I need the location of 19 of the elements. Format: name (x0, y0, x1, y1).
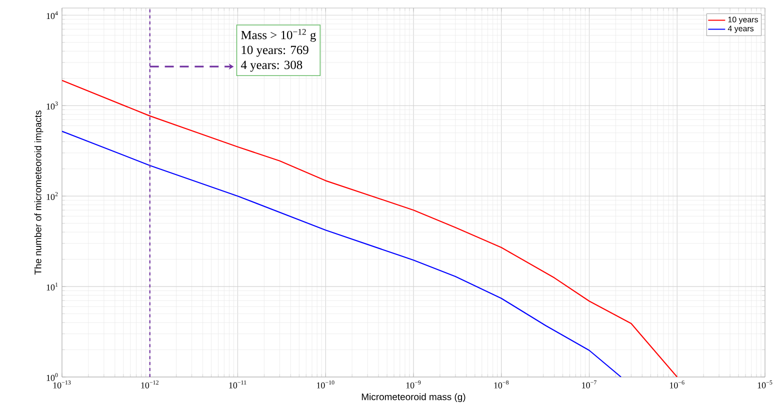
x-tick-label: 10$^{−11}$ (229, 380, 246, 388)
y-tick-label: 10$^{4}$ (46, 11, 58, 20)
annotation: Mass > 10$^{−12}$ g (241, 28, 316, 42)
x-tick-label: 10$^{−8}$ (494, 380, 509, 388)
x-tick-label: 10$^{−13}$ (53, 380, 71, 388)
x-axis-title: Micrometeoroid mass (g) (362, 393, 466, 402)
x-tick-label: 10$^{−9}$ (406, 380, 421, 388)
annotation: 10 years: 769 (242, 46, 308, 57)
x-tick-label: 10$^{−7}$ (582, 380, 596, 388)
x-tick-label: 10$^{−5}$ (758, 380, 772, 388)
x-tick-label: 10$^{−6}$ (670, 380, 684, 388)
x-tick-label: 10$^{−10}$ (316, 380, 334, 388)
x-tick-label: 10$^{−12}$ (141, 380, 158, 388)
y-tick-label: 10$^{3}$ (46, 102, 58, 110)
y-tick-label: 10$^{0}$ (46, 373, 58, 381)
y-axis-title: The number of micrometeoroid impacts (34, 110, 44, 275)
y-tick-label: 10$^{1}$ (46, 282, 58, 290)
y-tick-label: 10$^{2}$ (46, 192, 58, 200)
annotation: 4 years: 308 (240, 60, 302, 72)
